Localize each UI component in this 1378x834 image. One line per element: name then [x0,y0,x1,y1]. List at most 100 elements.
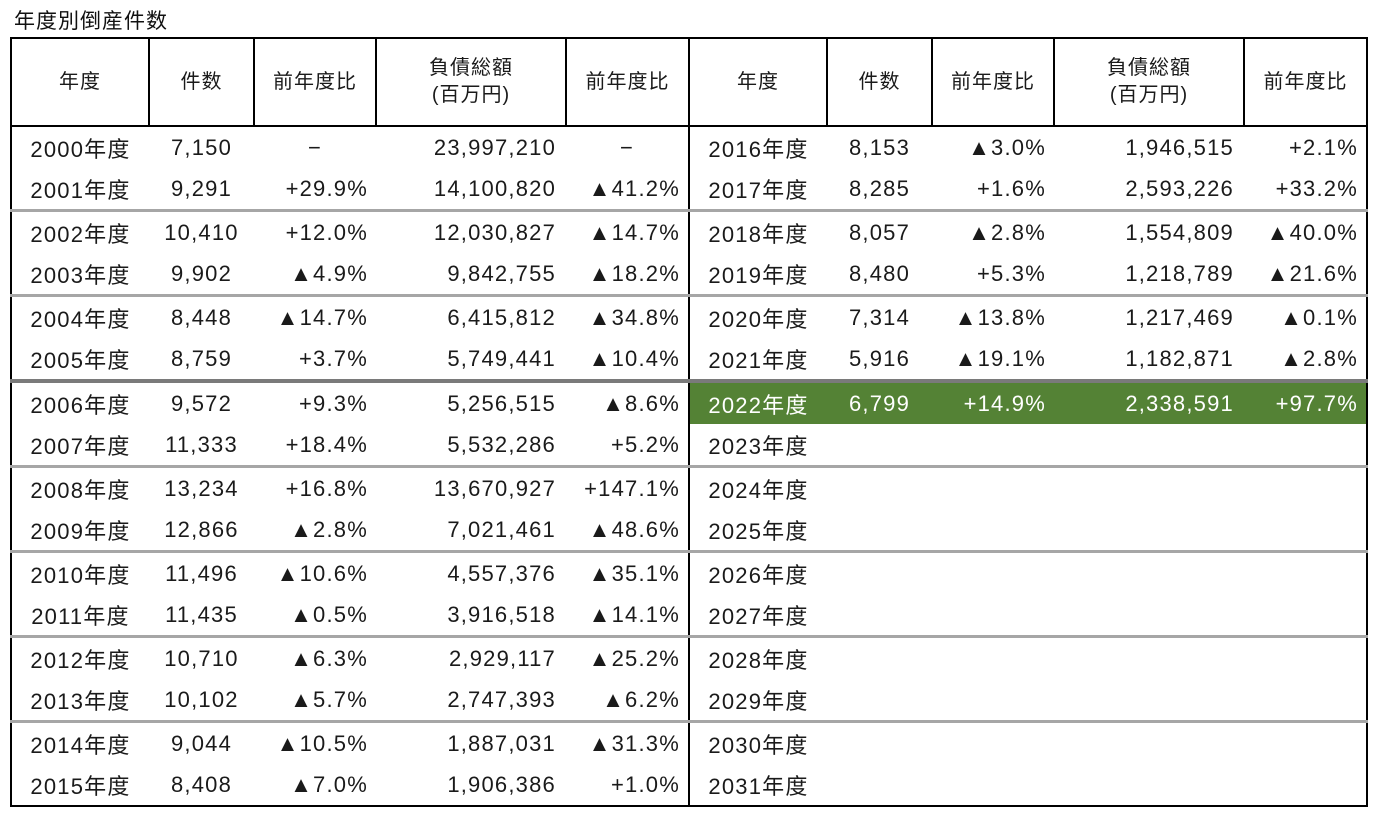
debt-cell[interactable]: 5,532,286 [376,424,566,468]
debt-cell[interactable]: 7,021,461 [376,509,566,553]
count-yoy-cell[interactable] [932,509,1054,553]
year-cell[interactable]: 2009年度 [11,509,149,553]
count-yoy-cell[interactable]: +14.9% [932,381,1054,424]
count-yoy-cell[interactable]: +3.7% [254,338,376,383]
count-cell[interactable] [827,552,932,595]
debt-cell[interactable] [1054,509,1244,553]
debt-yoy-cell[interactable]: ▲31.3% [588,730,680,756]
year-cell[interactable]: 2008年度 [30,477,131,503]
debt-yoy-cell[interactable]: ▲14.1% [566,594,689,638]
count-yoy-cell[interactable]: +16.8% [285,475,368,501]
year-cell[interactable]: 2029年度 [688,679,827,723]
year-cell[interactable]: 2024年度 [688,466,827,509]
debt-yoy-cell[interactable] [1244,722,1367,765]
year-cell[interactable]: 2000年度 [30,136,131,162]
count-cell[interactable] [827,722,932,765]
year-cell[interactable]: 2020年度 [688,295,827,338]
year-cell[interactable]: 2031年度 [688,764,827,806]
year-cell[interactable]: 2002年度 [30,221,131,247]
count-cell[interactable]: 6,799 [827,381,932,424]
debt-cell[interactable]: 13,670,927 [433,475,556,501]
debt-yoy-cell[interactable]: ▲21.6% [1244,253,1367,297]
debt-cell[interactable] [1054,637,1244,680]
count-cell[interactable]: 8,057 [848,219,911,245]
debt-cell[interactable]: 1,217,469 [1125,304,1234,330]
count-yoy-cell[interactable]: ▲13.8% [954,304,1046,330]
year-cell[interactable]: 2026年度 [688,551,827,594]
count-cell[interactable]: 11,496 [165,560,238,586]
debt-yoy-cell[interactable] [1244,467,1367,510]
debt-yoy-cell[interactable]: ▲0.1% [1280,304,1358,330]
debt-yoy-cell[interactable] [1244,679,1367,723]
debt-cell[interactable]: 3,916,518 [376,594,566,638]
year-cell[interactable]: 2003年度 [11,253,149,297]
year-cell[interactable]: 2021年度 [688,338,827,383]
debt-yoy-cell[interactable]: +5.2% [566,424,689,468]
year-cell[interactable]: 2014年度 [30,732,131,758]
count-yoy-cell[interactable]: ▲3.0% [968,134,1046,160]
debt-cell[interactable] [1054,722,1244,765]
debt-cell[interactable] [1054,552,1244,595]
debt-yoy-cell[interactable] [1244,552,1367,595]
year-cell[interactable]: 2016年度 [688,126,827,168]
year-cell[interactable]: 2028年度 [688,636,827,679]
debt-yoy-cell[interactable]: ▲10.4% [566,338,689,383]
year-cell[interactable]: 2010年度 [30,562,131,588]
debt-cell[interactable]: 4,557,376 [447,560,556,586]
year-cell[interactable]: 2012年度 [30,647,131,673]
count-yoy-cell[interactable]: ▲5.7% [254,679,376,723]
count-yoy-cell[interactable]: ▲10.6% [276,560,368,586]
count-cell[interactable]: 7,314 [848,304,911,330]
count-yoy-cell[interactable]: ▲7.0% [290,771,368,797]
debt-yoy-cell[interactable]: ▲34.8% [588,304,680,330]
debt-cell[interactable]: 2,747,393 [376,679,566,723]
debt-cell[interactable]: 12,030,827 [433,219,556,245]
count-yoy-cell[interactable] [932,424,1054,468]
debt-yoy-cell[interactable]: ▲6.2% [566,679,689,723]
year-cell[interactable]: 2023年度 [688,424,827,468]
year-cell[interactable]: 2004年度 [30,306,131,332]
debt-cell[interactable]: 14,100,820 [376,168,566,212]
debt-cell[interactable]: 1,182,871 [1054,338,1244,383]
count-cell[interactable]: 9,044 [170,730,233,756]
count-yoy-cell[interactable]: − [307,134,323,160]
debt-yoy-cell[interactable]: +2.1% [1289,134,1358,160]
count-yoy-cell[interactable] [932,764,1054,806]
count-yoy-cell[interactable]: +12.0% [285,219,368,245]
count-cell[interactable] [827,424,932,468]
debt-yoy-cell[interactable] [1244,764,1367,806]
count-cell[interactable]: 7,150 [170,134,233,160]
debt-yoy-cell[interactable]: ▲14.7% [588,219,680,245]
debt-yoy-cell[interactable]: ▲40.0% [1266,219,1358,245]
year-cell[interactable]: 2005年度 [11,338,149,383]
debt-yoy-cell[interactable]: ▲18.2% [566,253,689,297]
year-cell[interactable]: 2015年度 [30,773,131,799]
count-yoy-cell[interactable]: ▲6.3% [290,645,368,671]
debt-cell[interactable] [1054,424,1244,468]
count-cell[interactable]: 12,866 [149,509,254,553]
debt-yoy-cell[interactable]: − [619,134,635,160]
count-yoy-cell[interactable]: ▲10.5% [276,730,368,756]
debt-cell[interactable]: 6,415,812 [447,304,556,330]
debt-yoy-cell[interactable]: +33.2% [1244,168,1367,212]
count-yoy-cell[interactable]: ▲0.5% [254,594,376,638]
debt-cell[interactable] [1054,764,1244,806]
count-cell[interactable]: 8,448 [170,304,233,330]
count-yoy-cell[interactable] [932,722,1054,765]
count-yoy-cell[interactable]: +29.9% [254,168,376,212]
debt-cell[interactable] [1054,467,1244,510]
count-cell[interactable]: 8,480 [827,253,932,297]
count-yoy-cell[interactable] [932,467,1054,510]
debt-yoy-cell[interactable] [1244,509,1367,553]
count-cell[interactable]: 10,410 [164,219,239,245]
debt-yoy-cell[interactable]: ▲41.2% [566,168,689,212]
count-yoy-cell[interactable]: ▲14.7% [276,304,368,330]
count-cell[interactable]: 8,153 [848,134,911,160]
debt-cell[interactable]: 23,997,210 [433,134,556,160]
count-yoy-cell[interactable]: ▲19.1% [932,338,1054,383]
debt-cell[interactable]: 9,842,755 [376,253,566,297]
count-yoy-cell[interactable]: +18.4% [254,424,376,468]
debt-yoy-cell[interactable] [1244,637,1367,680]
debt-yoy-cell[interactable]: ▲2.8% [1244,338,1367,383]
debt-yoy-cell[interactable]: ▲25.2% [588,645,680,671]
